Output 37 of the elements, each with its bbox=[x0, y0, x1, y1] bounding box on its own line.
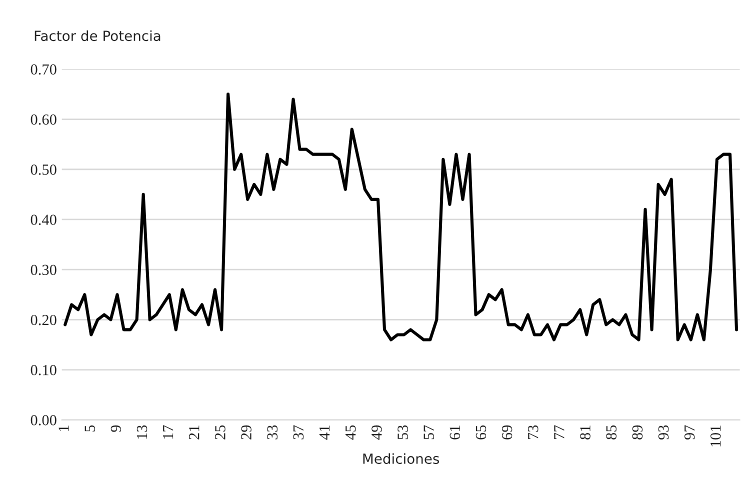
x-tick-label: 69 bbox=[502, 425, 512, 440]
y-tick-label: 0.40 bbox=[30, 214, 56, 225]
x-tick-label: 85 bbox=[606, 425, 616, 440]
x-tick-label: 89 bbox=[632, 425, 643, 440]
x-tick-label: 45 bbox=[346, 425, 356, 440]
x-tick-label: 21 bbox=[189, 426, 200, 440]
y-tick-label: 0.30 bbox=[30, 264, 56, 276]
x-tick-label: 53 bbox=[398, 425, 408, 440]
y-tick-label: 0.10 bbox=[30, 364, 56, 376]
x-tick-label: 93 bbox=[658, 425, 669, 440]
x-tick-label: 101 bbox=[710, 426, 721, 446]
x-tick-label: 81 bbox=[580, 426, 590, 440]
x-tick-label: 41 bbox=[319, 426, 330, 440]
x-tick-label: 33 bbox=[267, 425, 278, 440]
y-tick-label: 0.60 bbox=[30, 114, 56, 125]
y-axis-title: Factor de Potencia bbox=[34, 30, 160, 42]
x-tick-label: 49 bbox=[372, 425, 382, 440]
x-tick-label: 97 bbox=[684, 425, 695, 440]
x-tick-label: 57 bbox=[424, 425, 434, 440]
x-tick-label: 73 bbox=[528, 425, 538, 440]
y-tick-label: 0.50 bbox=[30, 164, 56, 175]
x-tick-label: 77 bbox=[554, 425, 564, 440]
y-tick-label: 0.70 bbox=[30, 64, 56, 75]
x-tick-label: 13 bbox=[136, 425, 148, 439]
x-tick-label: 25 bbox=[215, 425, 226, 440]
x-tick-label: 65 bbox=[476, 425, 486, 440]
y-tick-label: 0.00 bbox=[30, 415, 56, 426]
x-tick-label: 1 bbox=[58, 426, 69, 432]
y-tick-label: 0.20 bbox=[30, 314, 56, 326]
x-tick-label: 37 bbox=[293, 425, 304, 440]
line-series bbox=[64, 92, 738, 342]
x-tick-label: 29 bbox=[241, 425, 252, 440]
x-tick-label: 17 bbox=[162, 425, 174, 439]
x-axis-title: Mediciones bbox=[363, 453, 440, 464]
x-tick-label: 9 bbox=[110, 425, 122, 432]
x-tick-label: 61 bbox=[450, 426, 460, 440]
x-tick-label: 5 bbox=[84, 425, 95, 432]
